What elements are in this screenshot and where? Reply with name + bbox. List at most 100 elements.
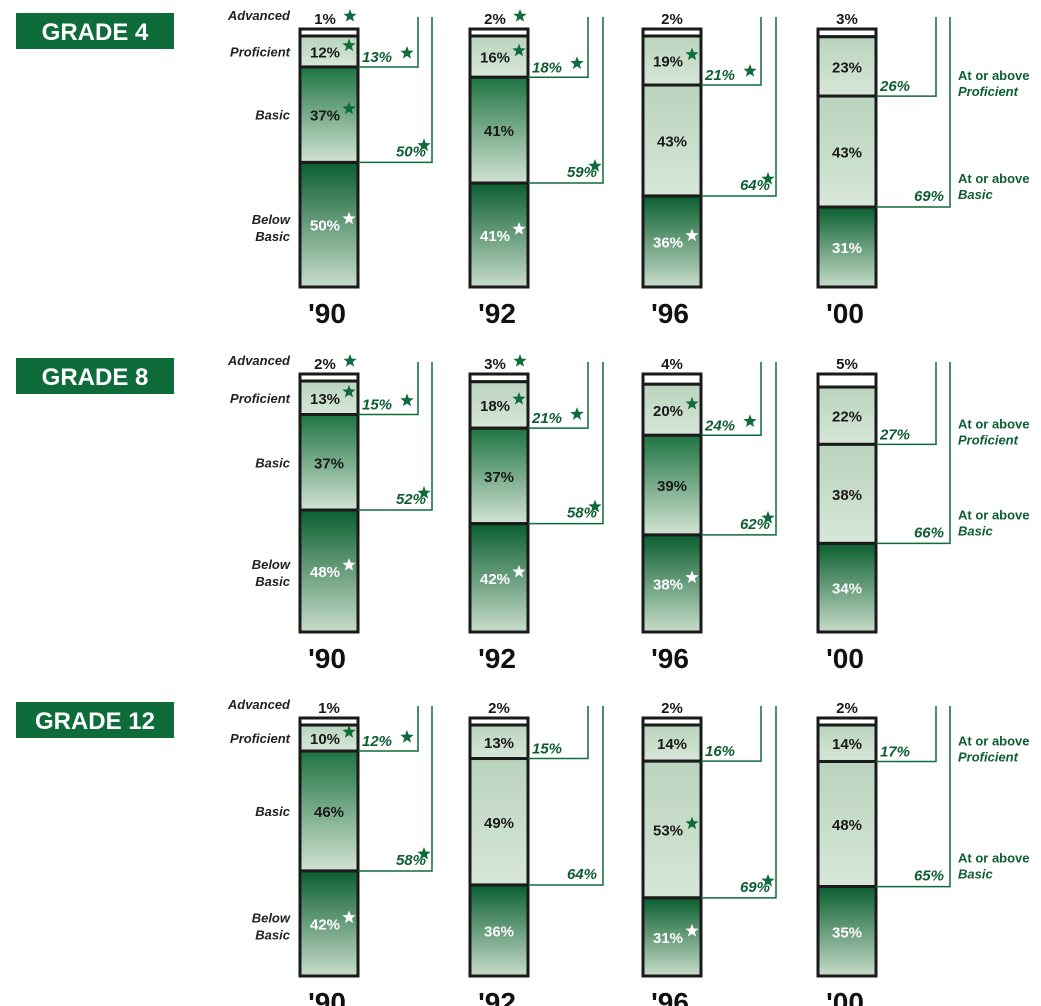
proficient-bracket-line	[358, 706, 419, 752]
level-label-proficient: Proficient	[230, 391, 291, 406]
proficient-value-label: 22%	[832, 409, 862, 426]
star-icon	[513, 354, 527, 367]
level-label-basic: Basic	[255, 108, 290, 123]
x-tick-label: '00	[826, 298, 864, 329]
star-icon	[685, 816, 699, 830]
x-tick-label: '00	[826, 643, 864, 674]
at-or-above-basic-value: 58%	[567, 505, 597, 522]
star-icon	[743, 64, 757, 77]
bar-segment-basic	[816, 442, 878, 545]
basic-bracket-line	[528, 706, 604, 886]
bar-segment-below-basic	[468, 181, 530, 289]
grade-title: GRADE 12	[35, 708, 155, 735]
level-label-basic: Basic	[255, 455, 290, 470]
x-tick-label: '96	[651, 298, 689, 329]
star-icon	[342, 725, 356, 738]
bar-segment-below-basic	[298, 160, 360, 289]
bar-segment-below-basic	[641, 194, 703, 289]
x-tick-label: '96	[651, 987, 689, 1006]
bar-segment-below-basic	[816, 541, 878, 634]
proficient-bracket-line	[876, 362, 937, 446]
legend-proficient-line1: At or above	[958, 416, 1030, 431]
below-basic-value-label: 34%	[832, 581, 862, 598]
bar-segment-below-basic	[298, 508, 360, 634]
advanced-value-label: 2%	[488, 700, 510, 717]
x-tick-label: '92	[478, 643, 516, 674]
basic-value-label: 49%	[484, 815, 514, 832]
x-tick-label: '90	[308, 643, 346, 674]
advanced-value-label: 2%	[484, 11, 506, 28]
at-or-above-proficient-value: 21%	[704, 67, 735, 84]
proficient-bracket-line	[701, 17, 762, 86]
legend-proficient-line1: At or above	[958, 733, 1030, 748]
star-icon	[570, 56, 584, 69]
basic-value-label: 46%	[314, 804, 344, 821]
basic-value-label: 37%	[484, 469, 514, 486]
grade-title: GRADE 4	[42, 19, 149, 46]
bar-segment-below-basic	[468, 883, 530, 978]
at-or-above-basic-value: 64%	[567, 866, 597, 883]
star-icon	[513, 9, 527, 22]
star-icon	[685, 923, 699, 937]
legend-basic-line1: At or above	[958, 171, 1030, 186]
bar-segment-basic	[641, 759, 703, 900]
bar-segment-basic	[298, 413, 360, 512]
proficient-value-label: 19%	[653, 54, 683, 71]
bar-segment-basic	[468, 757, 530, 887]
level-label-below: Below	[252, 911, 291, 926]
advanced-value-label: 2%	[661, 11, 683, 28]
at-or-above-basic-value: 52%	[396, 491, 426, 508]
at-or-above-proficient-value: 12%	[362, 733, 392, 750]
below-basic-value-label: 38%	[653, 576, 683, 593]
star-icon	[685, 47, 699, 61]
at-or-above-basic-value: 69%	[914, 188, 944, 205]
level-label-advanced: Advanced	[227, 8, 291, 23]
legend-basic-line2: Basic	[958, 187, 993, 202]
proficient-value-label: 14%	[657, 736, 687, 753]
legend-proficient-line2: Proficient	[958, 432, 1019, 447]
proficient-value-label: 14%	[832, 736, 862, 753]
legend-basic-line2: Basic	[958, 523, 993, 538]
advanced-value-label: 3%	[836, 11, 858, 28]
proficient-value-label: 16%	[480, 50, 510, 67]
legend-basic-line1: At or above	[958, 851, 1030, 866]
bar-segment-basic	[816, 94, 878, 209]
star-icon	[588, 159, 602, 172]
star-icon	[417, 846, 431, 860]
below-basic-value-label: 42%	[310, 916, 340, 933]
bar-segment-basic	[641, 83, 703, 198]
x-tick-label: '00	[826, 987, 864, 1006]
proficient-bracket-line	[876, 706, 937, 763]
x-tick-label: '92	[478, 298, 516, 329]
basic-bracket-line	[358, 362, 433, 511]
at-or-above-proficient-value: 13%	[362, 49, 392, 66]
proficient-value-label: 10%	[310, 731, 340, 748]
at-or-above-proficient-value: 15%	[362, 397, 392, 414]
proficient-bracket-line	[358, 362, 419, 416]
star-icon	[588, 499, 602, 513]
basic-bracket-line	[701, 362, 777, 536]
basic-value-label: 43%	[657, 133, 687, 150]
level-label-below: Below	[252, 557, 291, 572]
proficient-bracket-line	[876, 17, 937, 97]
at-or-above-basic-value: 65%	[914, 868, 944, 885]
bar-segment-proficient	[468, 34, 530, 79]
legend-basic-line1: At or above	[958, 507, 1030, 522]
star-icon	[685, 228, 699, 242]
x-tick-label: '90	[308, 298, 346, 329]
star-icon	[761, 873, 775, 887]
star-icon	[570, 407, 584, 420]
star-icon	[343, 9, 357, 22]
bar-segment-below-basic	[816, 885, 878, 978]
star-icon	[342, 558, 356, 571]
basic-bracket-line	[701, 17, 777, 197]
at-or-above-basic-value: 50%	[396, 143, 426, 160]
at-or-above-basic-value: 58%	[396, 852, 426, 869]
bar-segment-basic	[816, 759, 878, 889]
below-basic-value-label: 36%	[484, 923, 514, 940]
star-icon	[342, 38, 356, 52]
at-or-above-basic-value: 62%	[740, 516, 770, 533]
proficient-bracket-line	[528, 17, 589, 79]
bar-segment-advanced	[816, 372, 878, 389]
level-label-advanced: Advanced	[227, 353, 291, 368]
